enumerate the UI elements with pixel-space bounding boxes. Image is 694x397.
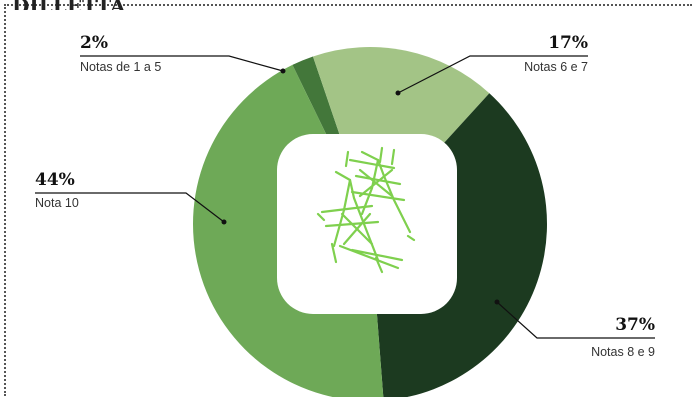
leader-dot-3 xyxy=(494,299,500,305)
slice-category-label: Notas 8 e 9 xyxy=(591,345,655,359)
leader-line-1 xyxy=(80,55,284,72)
leader-line-2 xyxy=(397,55,588,94)
slice-percent-label: 37% xyxy=(615,315,655,335)
slice-category-label: Nota 10 xyxy=(35,196,79,210)
slice-percent-label: 44% xyxy=(35,170,75,190)
chart-frame: DILLETTA xyxy=(4,0,692,396)
leader-dot-1 xyxy=(280,68,286,74)
slice-category-label: Notas de 1 a 5 xyxy=(80,60,161,74)
transmission-tower-icon xyxy=(316,146,416,274)
clipped-title: DILLETTA xyxy=(12,0,126,10)
leader-dot-2 xyxy=(395,90,401,96)
slice-percent-label: 2% xyxy=(80,33,108,53)
leader-line-4 xyxy=(35,192,225,223)
center-panel xyxy=(277,134,457,314)
pie-slice-3 xyxy=(370,93,547,397)
slice-category-label: Notas 6 e 7 xyxy=(524,60,588,74)
slice-percent-label: 17% xyxy=(548,33,588,53)
leader-dot-4 xyxy=(221,219,227,225)
leader-line-3 xyxy=(496,301,655,339)
